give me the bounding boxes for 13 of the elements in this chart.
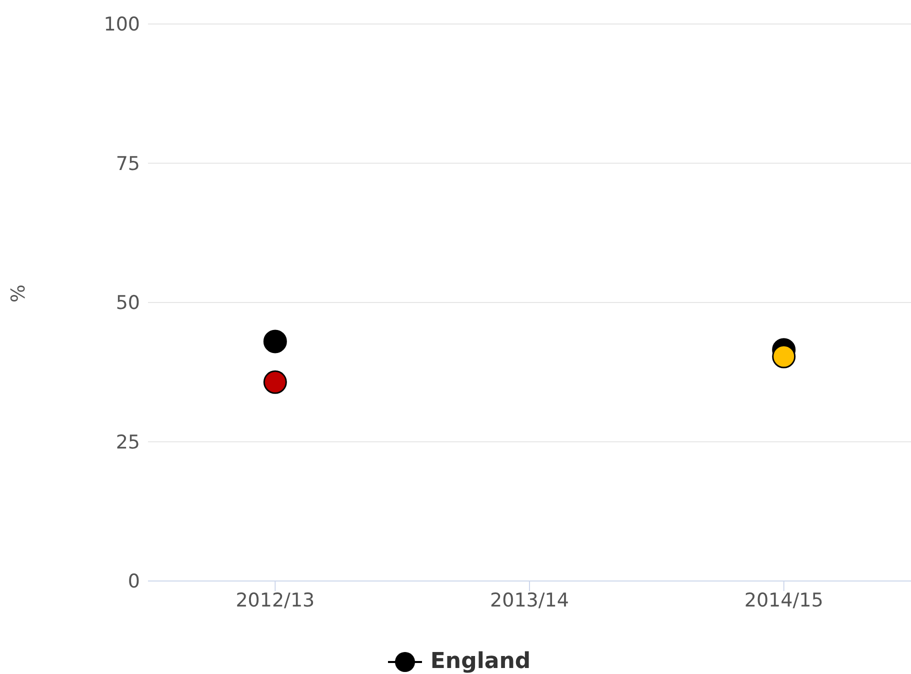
point	[263, 330, 287, 354]
x-tick-label: 2012/13	[236, 589, 315, 612]
point	[772, 344, 796, 368]
y-axis-title: %	[8, 284, 30, 302]
x-tick-label: 2014/15	[744, 589, 824, 612]
x-tick-label: 2013/14	[490, 589, 569, 612]
point	[263, 370, 287, 394]
y-tick-label: 0	[128, 570, 140, 593]
legend-label: England	[429, 649, 531, 674]
y-tick-label: 100	[104, 14, 140, 36]
y-tick-label: 25	[116, 431, 140, 454]
y-tick-label: 50	[116, 292, 140, 314]
y-tick-label: 75	[116, 152, 140, 175]
